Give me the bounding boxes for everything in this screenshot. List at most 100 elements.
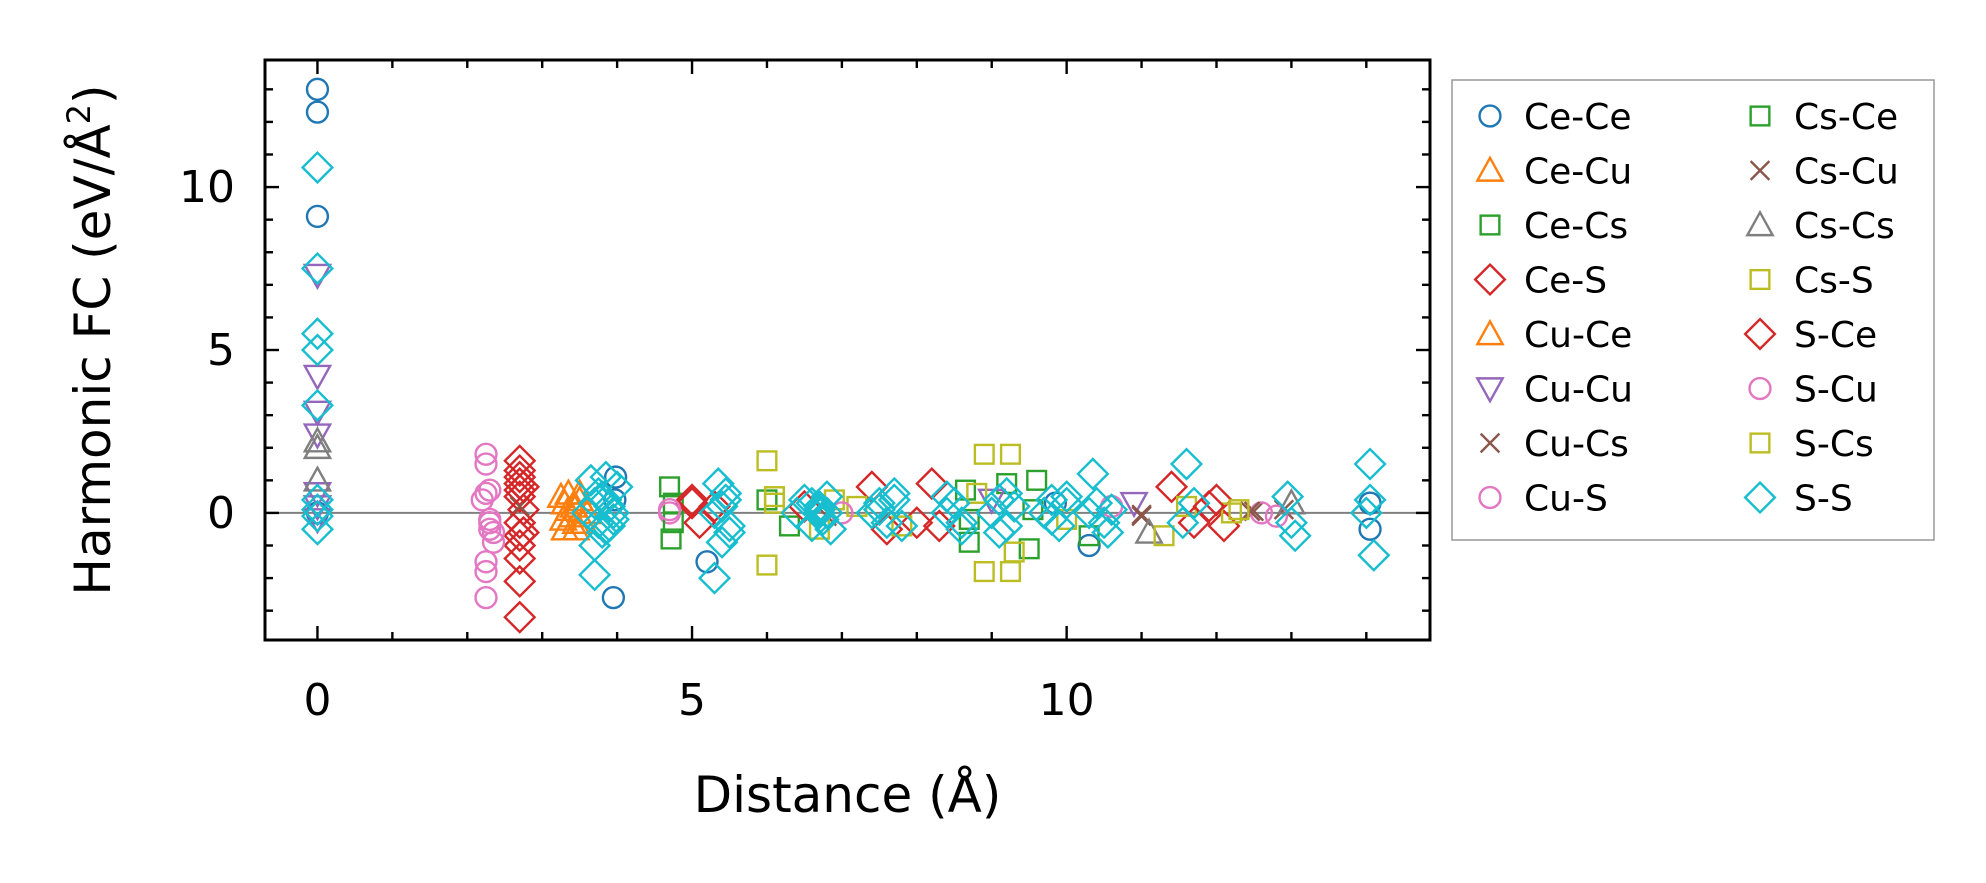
data-point bbox=[1479, 432, 1501, 454]
data-point bbox=[503, 541, 537, 576]
data-point bbox=[305, 77, 330, 101]
data-point bbox=[1154, 470, 1189, 504]
data-point bbox=[596, 502, 630, 536]
y-axis-label-main: Harmonic FC (eV/Å bbox=[64, 124, 122, 595]
data-point bbox=[300, 388, 334, 422]
plot-area bbox=[263, 58, 1432, 642]
data-point bbox=[503, 600, 537, 634]
data-point bbox=[470, 488, 494, 512]
data-point bbox=[1475, 318, 1505, 346]
data-point bbox=[1192, 489, 1226, 523]
data-point bbox=[1353, 447, 1387, 481]
data-point bbox=[756, 489, 778, 511]
data-point bbox=[1153, 525, 1175, 547]
data-point bbox=[302, 465, 333, 492]
legend-label: Cu-Cs bbox=[1524, 424, 1629, 465]
legend-item: Cu-S bbox=[1478, 479, 1608, 520]
series-cs-ce bbox=[662, 489, 1044, 534]
data-point bbox=[1042, 509, 1076, 543]
data-point bbox=[578, 558, 612, 592]
data-point bbox=[982, 483, 1016, 517]
legend-label: Ce-Ce bbox=[1524, 97, 1632, 138]
data-point bbox=[300, 512, 334, 546]
legend-label: Cu-Cu bbox=[1524, 370, 1633, 411]
data-point bbox=[1003, 541, 1025, 563]
y-axis-label-superscript: 2 bbox=[60, 104, 98, 124]
data-point bbox=[506, 493, 541, 527]
series-s-ce bbox=[506, 470, 1226, 550]
data-point bbox=[662, 512, 684, 534]
x-tick-label: 0 bbox=[303, 675, 331, 726]
data-point bbox=[1749, 268, 1771, 291]
legend-label: Cu-Ce bbox=[1524, 315, 1632, 356]
data-point bbox=[305, 100, 330, 124]
series-s-cs bbox=[763, 482, 1078, 537]
data-point bbox=[712, 509, 747, 543]
data-point bbox=[474, 585, 498, 610]
series-s-s bbox=[300, 150, 1391, 595]
data-point bbox=[1080, 486, 1114, 520]
axis-ticks: 0 5 10 0 5 10 bbox=[179, 60, 1430, 726]
data-point bbox=[548, 504, 578, 531]
data-point bbox=[1220, 502, 1243, 524]
legend-frame bbox=[1451, 79, 1935, 541]
data-point bbox=[1749, 105, 1771, 127]
data-point bbox=[1475, 377, 1505, 404]
data-point bbox=[478, 511, 502, 535]
legend-item: Cs-Cu bbox=[1749, 152, 1899, 193]
data-point bbox=[1026, 469, 1048, 491]
data-point bbox=[300, 499, 334, 533]
data-point bbox=[999, 443, 1022, 465]
data-point bbox=[1087, 506, 1121, 540]
data-point bbox=[481, 520, 506, 545]
data-point bbox=[1475, 155, 1505, 182]
x-tick-label: 10 bbox=[1039, 675, 1095, 726]
legend-item: Cu-Ce bbox=[1475, 315, 1632, 356]
data-point bbox=[478, 517, 502, 541]
data-point bbox=[1749, 432, 1771, 454]
data-point bbox=[973, 561, 995, 583]
data-point bbox=[756, 554, 778, 576]
data-point bbox=[302, 482, 333, 509]
data-point bbox=[1228, 499, 1250, 521]
legend-item: S-S bbox=[1743, 479, 1853, 520]
data-point bbox=[810, 480, 844, 514]
data-point bbox=[1479, 214, 1501, 236]
data-point bbox=[1207, 509, 1241, 543]
data-point bbox=[660, 528, 682, 550]
data-point bbox=[474, 442, 498, 466]
data-point bbox=[709, 476, 743, 510]
data-point bbox=[802, 496, 836, 530]
data-point bbox=[945, 506, 979, 540]
plot-frame bbox=[263, 58, 1432, 642]
data-point bbox=[930, 480, 964, 514]
data-point bbox=[1357, 538, 1391, 572]
data-point bbox=[802, 493, 836, 527]
data-point bbox=[474, 550, 498, 574]
data-point bbox=[305, 204, 330, 229]
data-point bbox=[973, 443, 995, 465]
data-point bbox=[503, 454, 537, 488]
data-point bbox=[1353, 483, 1387, 517]
data-point bbox=[915, 467, 949, 501]
series-s-cu bbox=[470, 488, 854, 535]
legend-label: Cs-Cs bbox=[1794, 206, 1895, 247]
data-point bbox=[1478, 485, 1502, 510]
data-point bbox=[1022, 499, 1044, 521]
x-tick-label: 5 bbox=[678, 675, 706, 726]
data-point bbox=[1743, 480, 1777, 515]
data-point bbox=[877, 483, 911, 517]
data-point bbox=[1095, 493, 1129, 527]
data-point bbox=[574, 463, 608, 497]
data-point bbox=[982, 515, 1016, 550]
legend-item: Cu-Cs bbox=[1479, 424, 1629, 465]
data-point bbox=[1050, 480, 1084, 514]
data-point bbox=[1745, 209, 1775, 237]
data-point bbox=[1349, 496, 1383, 530]
y-axis-label-close: ) bbox=[64, 84, 122, 104]
legend-label: Cs-Ce bbox=[1794, 97, 1898, 138]
data-point bbox=[657, 498, 682, 522]
data-point bbox=[763, 486, 786, 508]
data-point bbox=[1274, 506, 1308, 540]
legend-item: Cs-Cs bbox=[1745, 206, 1895, 247]
